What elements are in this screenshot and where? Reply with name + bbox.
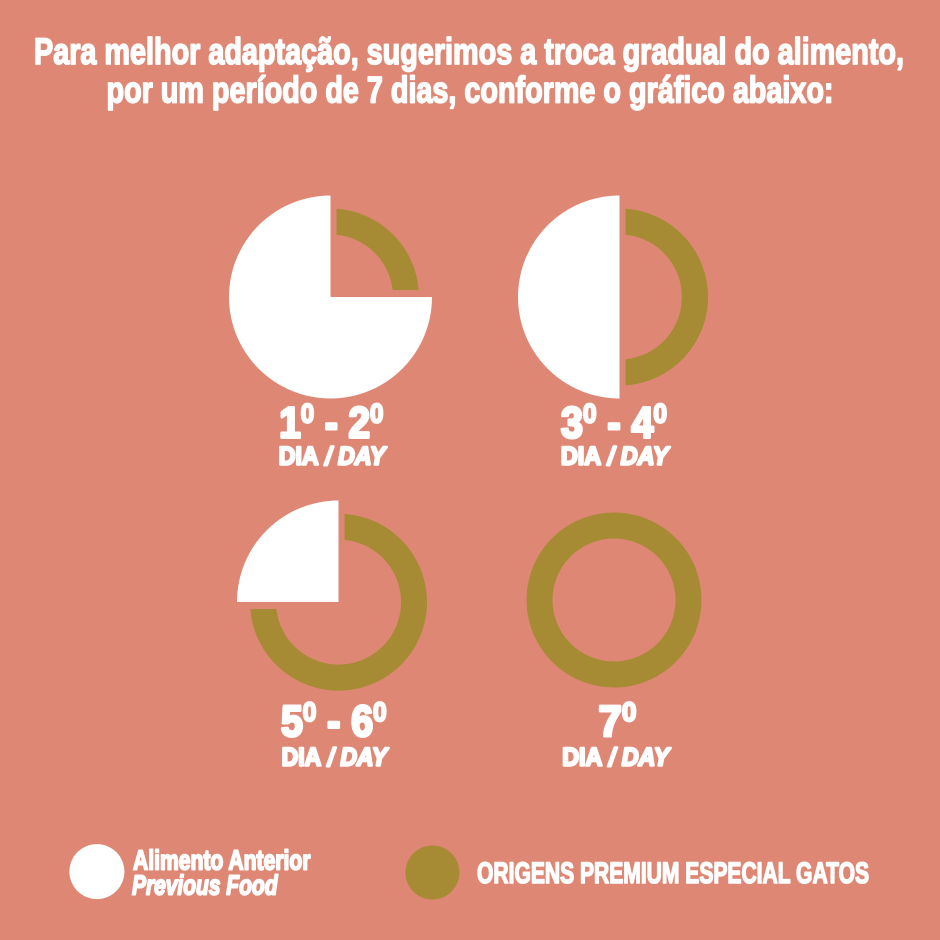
svg-text:DIA / DAY: DIA / DAY xyxy=(561,443,671,471)
svg-text:DIA / DAY: DIA / DAY xyxy=(562,744,671,772)
svg-text:Previous Food: Previous Food xyxy=(132,870,278,901)
svg-text:50 - 60: 50 - 60 xyxy=(281,697,387,745)
svg-text:ORIGENS PREMIUM ESPECIAL GATOS: ORIGENS PREMIUM ESPECIAL GATOS xyxy=(477,857,869,890)
svg-text:30 - 40: 30 - 40 xyxy=(561,399,667,447)
svg-text:DIA / DAY: DIA / DAY xyxy=(279,443,388,471)
svg-text:Para melhor adaptação, sugerim: Para melhor adaptação, sugerimos a troca… xyxy=(34,31,904,72)
svg-text:10 - 20: 10 - 20 xyxy=(279,398,383,447)
svg-text:Alimento Anterior: Alimento Anterior xyxy=(133,844,311,875)
svg-text:DIA / DAY: DIA / DAY xyxy=(282,744,390,772)
svg-text:por um período de 7 dias, conf: por um período de 7 dias, conforme o grá… xyxy=(107,70,834,111)
